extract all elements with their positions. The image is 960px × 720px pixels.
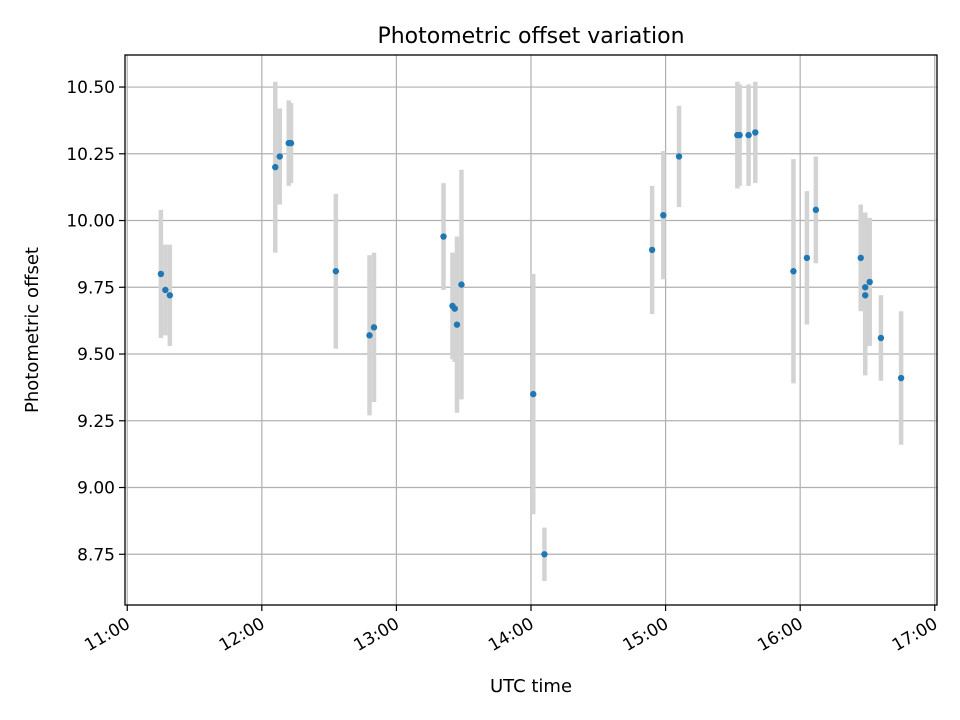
data-point bbox=[366, 332, 373, 339]
y-tick-label: 10.50 bbox=[66, 78, 115, 98]
data-point bbox=[790, 268, 797, 275]
data-point bbox=[897, 374, 905, 382]
x-tick-label: 11:00 bbox=[81, 614, 133, 656]
y-tick-label: 10.00 bbox=[66, 212, 115, 232]
data-point bbox=[287, 139, 295, 147]
data-point bbox=[648, 246, 656, 254]
data-point bbox=[162, 286, 169, 294]
data-point bbox=[157, 270, 165, 278]
data-point bbox=[272, 163, 279, 171]
data-point bbox=[458, 281, 465, 288]
data-point bbox=[803, 254, 811, 262]
data-point bbox=[440, 233, 447, 240]
x-tick-label: 15:00 bbox=[620, 614, 672, 656]
data-point bbox=[541, 551, 548, 558]
x-tick-label: 12:00 bbox=[216, 614, 268, 656]
data-point bbox=[857, 254, 864, 262]
x-tick-label: 17:00 bbox=[889, 614, 941, 656]
y-tick-label: 9.00 bbox=[77, 479, 115, 499]
x-tick-label: 16:00 bbox=[754, 614, 806, 656]
data-point bbox=[866, 278, 873, 286]
data-point bbox=[752, 129, 759, 136]
data-point bbox=[862, 284, 869, 291]
data-point bbox=[736, 131, 743, 139]
data-points bbox=[157, 129, 905, 558]
data-point bbox=[877, 334, 885, 342]
data-point bbox=[660, 211, 667, 219]
data-point bbox=[166, 292, 174, 299]
data-point bbox=[675, 153, 683, 160]
y-axis-label: Photometric offset bbox=[22, 247, 43, 413]
data-point bbox=[276, 153, 283, 160]
data-point bbox=[745, 131, 752, 139]
data-point bbox=[530, 390, 537, 398]
y-tick-label: 10.25 bbox=[66, 145, 115, 165]
y-tick-label: 8.75 bbox=[77, 545, 115, 565]
y-axis-ticks: 8.75 9.00 9.25 9.50 9.75 10.00 10.25 10.50 bbox=[66, 78, 125, 565]
x-tick-label: 14:00 bbox=[485, 614, 537, 656]
x-axis-label: UTC time bbox=[490, 676, 572, 697]
x-axis-ticks: 11:00 12:00 13:00 14:00 15:00 16:00 17:00 bbox=[81, 605, 941, 656]
x-tick-label: 13:00 bbox=[350, 614, 402, 656]
data-point bbox=[332, 268, 340, 275]
grid bbox=[125, 55, 937, 605]
y-tick-label: 9.75 bbox=[77, 278, 115, 298]
y-tick-label: 9.25 bbox=[77, 412, 115, 432]
data-point bbox=[453, 321, 461, 328]
data-point bbox=[812, 206, 820, 214]
data-point bbox=[451, 305, 458, 312]
data-point bbox=[862, 292, 869, 299]
data-point bbox=[370, 324, 378, 331]
chart-title: Photometric offset variation bbox=[377, 24, 684, 49]
y-tick-label: 9.50 bbox=[77, 345, 115, 365]
